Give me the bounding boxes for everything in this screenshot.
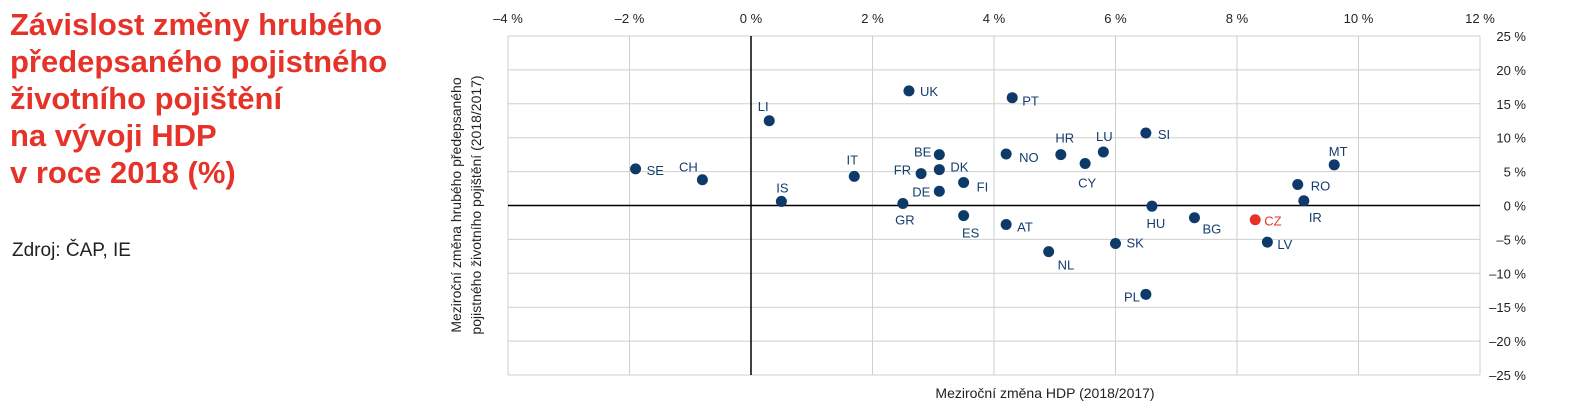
point-ir — [1298, 195, 1310, 207]
point-hr — [1055, 149, 1067, 161]
point-label-lu: LU — [1096, 129, 1113, 144]
y-tick-label: –20 % — [1489, 334, 1526, 349]
point-label-no: NO — [1019, 150, 1039, 165]
point-si — [1140, 127, 1152, 139]
point-label-si: SI — [1158, 127, 1170, 142]
point-li — [763, 115, 775, 127]
y-tick-label: –5 % — [1496, 232, 1526, 247]
point-label-bg: BG — [1202, 222, 1221, 237]
point-label-cz: CZ — [1264, 214, 1281, 229]
y-tick-label: 10 % — [1496, 131, 1526, 146]
point-cz — [1249, 214, 1261, 226]
point-label-ro: RO — [1311, 178, 1331, 193]
x-tick-label: 6 % — [1104, 11, 1127, 26]
point-label-se: SE — [647, 163, 665, 178]
point-es — [958, 210, 970, 222]
title-line: Závislost změny hrubého — [10, 7, 383, 42]
title-line: předepsaného pojistného — [10, 44, 388, 79]
point-label-hu: HU — [1147, 216, 1166, 231]
point-mt — [1328, 159, 1340, 171]
y-tick-label: 0 % — [1504, 199, 1527, 214]
point-label-pt: PT — [1022, 94, 1039, 109]
point-ro — [1292, 178, 1304, 190]
point-label-ir: IR — [1309, 210, 1322, 225]
x-tick-label: 0 % — [740, 11, 763, 26]
point-label-cy: CY — [1078, 175, 1096, 190]
x-tick-label: 12 % — [1465, 11, 1495, 26]
x-tick-label: –2 % — [615, 11, 645, 26]
point-lu — [1097, 146, 1109, 158]
source-note: Zdroj: ČAP, IE — [12, 240, 131, 261]
x-axis-label: Meziroční změna HDP (2018/2017) — [935, 385, 1154, 401]
point-hu — [1146, 200, 1158, 212]
x-tick-labels: –4 % –2 % 0 % 2 % 4 % 6 % 8 % 10 % 12 % — [493, 11, 1495, 26]
point-fr — [915, 168, 927, 180]
point-label-es: ES — [962, 226, 980, 241]
point-de — [933, 185, 945, 197]
point-sk — [1110, 237, 1121, 249]
point-label-is: IS — [776, 180, 789, 195]
data-points — [630, 85, 1340, 300]
point-uk — [903, 85, 915, 97]
point-be — [933, 149, 945, 161]
title-line: na vývoji HDP — [10, 118, 217, 153]
point-label-fr: FR — [894, 163, 911, 178]
x-tick-label: 8 % — [1226, 11, 1249, 26]
point-label-gr: GR — [895, 212, 915, 227]
title-line: v roce 2018 (%) — [10, 155, 236, 190]
point-gr — [897, 197, 909, 209]
point-ch — [696, 174, 708, 186]
point-label-be: BE — [914, 145, 932, 160]
point-pt — [1006, 92, 1018, 104]
point-label-hr: HR — [1055, 131, 1074, 146]
y-tick-label: 5 % — [1504, 165, 1527, 180]
point-label-fi: FI — [977, 179, 989, 194]
y-tick-label: 25 % — [1496, 29, 1526, 44]
y-axis-label-line-2: pojistného životního pojištění (2018/201… — [468, 75, 484, 334]
point-nl — [1043, 246, 1055, 258]
point-cy — [1079, 157, 1091, 169]
point-lv — [1261, 236, 1273, 248]
point-label-li: LI — [758, 99, 769, 114]
y-tick-label: –10 % — [1489, 266, 1526, 281]
point-label-it: IT — [846, 152, 858, 167]
y-tick-label: 20 % — [1496, 63, 1526, 78]
point-label-uk: UK — [920, 84, 938, 99]
point-it — [848, 170, 860, 182]
point-label-pl: PL — [1124, 289, 1140, 304]
point-label-ch: CH — [679, 160, 698, 175]
point-bg — [1188, 212, 1200, 224]
y-tick-label: –15 % — [1489, 300, 1526, 315]
point-label-nl: NL — [1058, 258, 1075, 273]
point-label-mt: MT — [1329, 144, 1348, 159]
y-axis-label-line-1: Meziroční změna hrubého předepsaného — [448, 77, 464, 332]
y-tick-label: 15 % — [1496, 97, 1526, 112]
point-label-dk: DK — [950, 160, 968, 175]
point-label-de: DE — [912, 184, 930, 199]
point-label-lv: LV — [1277, 237, 1292, 252]
point-at — [1000, 218, 1012, 230]
page-title: Závislost změny hrubého předepsaného poj… — [10, 6, 435, 191]
point-label-sk: SK — [1127, 235, 1145, 250]
x-tick-label: 4 % — [983, 11, 1006, 26]
zero-axes — [508, 36, 1480, 375]
gridlines — [507, 35, 1481, 376]
x-tick-label: 2 % — [861, 11, 884, 26]
point-label-at: AT — [1017, 219, 1033, 234]
y-tick-label: –25 % — [1489, 368, 1526, 383]
x-tick-label: –4 % — [493, 11, 523, 26]
point-fi — [958, 176, 970, 188]
point-se — [630, 163, 642, 175]
point-is — [775, 195, 787, 207]
point-dk — [933, 164, 945, 176]
title-line: životního pojištění — [10, 81, 283, 116]
x-tick-label: 10 % — [1344, 11, 1374, 26]
point-pl — [1140, 288, 1152, 300]
point-no — [1000, 148, 1012, 160]
y-tick-labels: 25 % 20 % 15 % 10 % 5 % 0 % –5 % –10 % –15 % –20 … — [1489, 29, 1526, 383]
